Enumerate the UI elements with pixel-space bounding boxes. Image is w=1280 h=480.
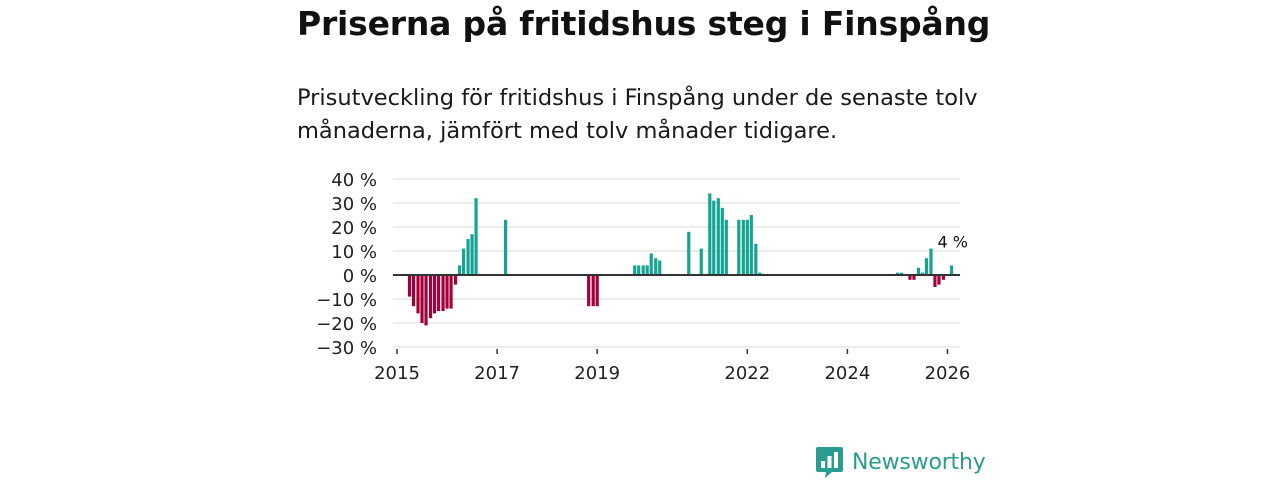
bar (737, 219, 741, 275)
x-tick-label: 2019 (574, 363, 620, 384)
bar (708, 193, 712, 275)
bar (941, 275, 946, 280)
bar (937, 275, 941, 285)
bar (428, 275, 433, 319)
x-tick-label: 2022 (724, 363, 770, 384)
last-value-annotation: 4 % (937, 232, 967, 251)
y-tick-label: 20 % (331, 218, 377, 239)
bar (895, 272, 900, 275)
bar (416, 275, 420, 314)
bars (407, 193, 954, 326)
bar (654, 258, 658, 275)
newsworthy-logo-icon (816, 447, 843, 478)
bar (474, 198, 478, 275)
bar (687, 231, 691, 275)
bar (457, 265, 462, 275)
x-tick-label: 2015 (374, 363, 420, 384)
brand-name: Newsworthy (852, 450, 986, 475)
y-tick-label: 10 % (331, 242, 377, 263)
bar (436, 275, 441, 311)
chart-subtitle: Prisutveckling för fritidshus i Finspång… (297, 85, 978, 144)
bar (466, 239, 470, 275)
bar (929, 248, 933, 275)
newsworthy-logo: Newsworthy (815, 446, 986, 479)
chart-title: Priserna på fritidshus steg i Finspång (297, 4, 991, 43)
bar (503, 219, 508, 275)
bar (432, 275, 437, 314)
bar (445, 275, 449, 309)
bar (411, 275, 416, 307)
x-tick-label: 2024 (824, 363, 870, 384)
y-tick-label: 40 % (331, 170, 377, 191)
bar (633, 265, 637, 275)
bar (699, 248, 703, 275)
bar (637, 265, 641, 275)
bar (724, 219, 728, 275)
bar (912, 275, 916, 280)
y-tick-label: 30 % (331, 194, 377, 215)
bar (407, 275, 412, 297)
bar (595, 275, 599, 307)
y-tick-label: −20 % (316, 314, 377, 335)
bar (420, 275, 424, 323)
x-tick-label: 2017 (474, 363, 520, 384)
bar (720, 207, 724, 275)
bar (441, 275, 445, 311)
bar (453, 275, 458, 285)
bar (949, 265, 954, 275)
bar (916, 267, 921, 275)
gridlines (393, 178, 960, 348)
bar (591, 275, 595, 307)
bar (758, 272, 762, 275)
bar (645, 265, 649, 275)
bar (649, 253, 653, 275)
bar (424, 275, 428, 326)
bar (745, 219, 749, 275)
bar (899, 272, 904, 275)
bar (641, 265, 645, 275)
y-tick-label: −10 % (316, 290, 377, 311)
bar (712, 200, 716, 275)
bar (449, 275, 453, 309)
x-tick-label: 2026 (925, 363, 971, 384)
y-tick-label: 0 % (343, 266, 377, 287)
bar (924, 258, 929, 275)
y-tick-label: −30 % (316, 338, 377, 359)
bar (587, 275, 591, 307)
bar (754, 243, 758, 275)
bar (908, 275, 912, 280)
bar (461, 248, 466, 275)
bar (933, 275, 937, 287)
bar (749, 215, 753, 275)
axes: 40 % 30 % 20 % 10 % 0 % −10 % −20 % −30 % 2015 20… (316, 170, 970, 384)
bar (658, 260, 662, 275)
bar (920, 272, 925, 275)
bar (741, 219, 745, 275)
bar (470, 234, 474, 275)
bar (716, 198, 720, 275)
